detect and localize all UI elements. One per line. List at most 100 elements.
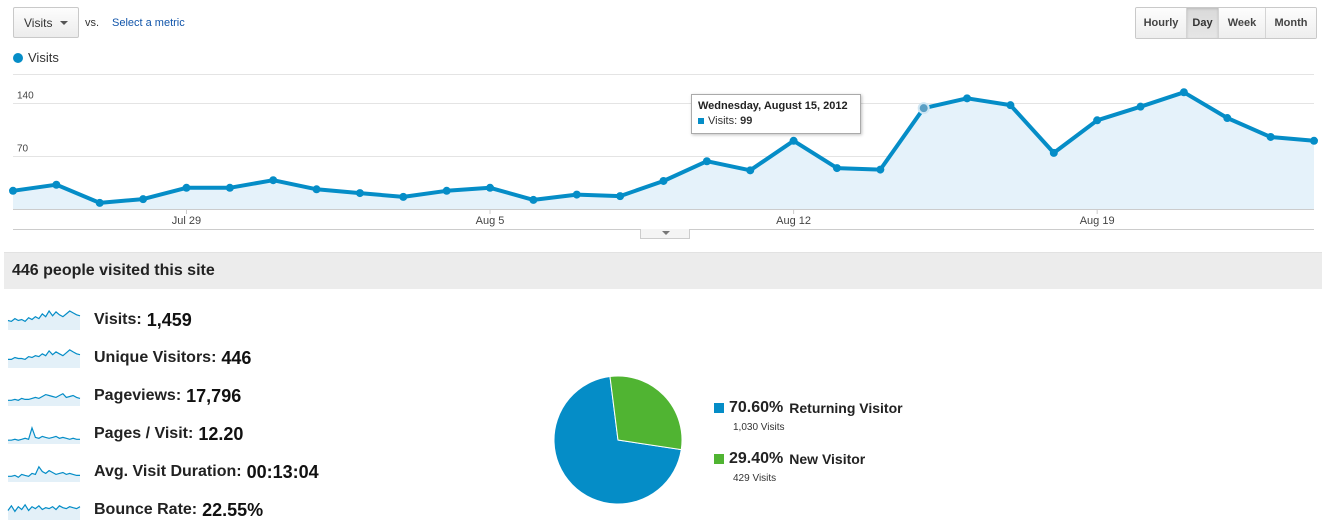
sparkline [7,309,81,323]
chart-data-point[interactable] [616,192,625,201]
sparkline-fill [8,393,80,406]
x-tick-label: Aug 12 [776,215,811,227]
unique-visitors-sparkline-icon[interactable] [7,347,81,369]
chart-data-point[interactable] [486,183,495,192]
chart-data-point[interactable] [1266,132,1275,141]
tooltip-series-label: Visits: [708,115,738,127]
visits-line-chart: 140 70 Jul 29 Aug 5 Aug 12 Aug 19 [9,74,1318,230]
metric-label: Visits: [94,311,142,328]
metric-dropdown[interactable]: Visits [13,7,79,38]
chart-data-point[interactable] [269,176,278,185]
pages-per-visit-sparkline-icon[interactable] [7,423,81,445]
metric-row-visits: Visits: 1,459 [7,306,192,334]
sparkline [8,425,80,441]
metric-row-bounce-rate: Bounce Rate: 22.55% [7,496,263,520]
granularity-toggle: Hourly Day Week Month [1135,7,1317,39]
pie-legend-new: 29.40% New Visitor 429 Visits [714,450,865,484]
chart-data-point[interactable] [659,176,668,185]
metric-label: Pageviews: [94,387,182,404]
bounce-rate-sparkline-icon[interactable] [7,499,81,520]
week-button[interactable]: Week [1219,8,1266,38]
metric-value: 22.55% [202,499,264,520]
metric-row-pageviews: Pageviews: 17,796 [7,382,241,410]
metric-row-unique-visitors: Unique Visitors: 446 [7,344,251,372]
chart-data-point[interactable] [963,94,972,103]
select-metric-link[interactable]: Select a metric [112,17,185,29]
metric-dropdown-label: Visits [24,15,53,30]
chart-data-point[interactable] [572,190,581,199]
legend-label: Visits [28,50,59,65]
sparkline-fill [8,466,80,482]
chart-data-point[interactable] [442,186,451,195]
metric-value: 00:13:04 [246,461,319,482]
metric-label: Pages / Visit: [94,425,194,442]
x-tick-label: Aug 5 [476,215,505,227]
sparkline [8,465,80,479]
chevron-down-icon [60,21,68,25]
metric-label: Avg. Visit Duration: [94,463,242,480]
chart-data-point[interactable] [876,165,885,174]
chart-data-point[interactable] [9,186,17,195]
sparkline-fill [8,504,80,520]
summary-bar: 446 people visited this site [4,252,1322,289]
chart-data-point[interactable] [312,185,321,194]
month-button[interactable]: Month [1266,8,1316,38]
visits-sparkline-icon[interactable] [7,309,81,331]
chart-data-point[interactable] [139,195,148,204]
chart-data-point[interactable] [1179,88,1188,97]
chart-data-point[interactable] [832,164,841,173]
chart-data-point[interactable] [1049,148,1058,157]
day-button[interactable]: Day [1187,8,1219,38]
chart-data-point[interactable] [1310,136,1318,145]
returning-swatch [714,403,724,413]
sparkline-fill [8,349,80,368]
chart-data-point[interactable] [399,192,408,201]
sparkline-fill [8,311,80,330]
pie-visits: 429 Visits [733,473,777,484]
pie-pct: 70.60% [729,399,784,416]
metric-label: Unique Visitors: [94,349,217,366]
pie-pct: 29.40% [729,450,784,467]
chart-data-point[interactable] [746,166,755,175]
metric-row-pages-per-visit: Pages / Visit: 12.20 [7,420,243,448]
metric-value: 1,459 [146,309,192,330]
chart-data-point[interactable] [182,183,191,192]
chart-tooltip: Wednesday, August 15, 2012 Visits: 99 [691,94,861,134]
chart-legend: Visits [13,50,59,65]
metric-label: Bounce Rate: [94,501,198,518]
collapse-chart-tab[interactable] [640,229,690,239]
x-tick-label: Aug 19 [1080,215,1115,227]
tooltip-swatch [698,118,704,124]
tooltip-value: 99 [740,115,753,127]
chart-data-point[interactable] [917,102,930,115]
tooltip-title: Wednesday, August 15, 2012 [698,100,848,112]
chart-data-point[interactable] [52,180,61,189]
chart-data-point[interactable] [355,189,364,198]
chart-data-point[interactable] [1223,114,1232,123]
sparkline [8,349,81,361]
chart-data-point[interactable] [702,157,711,166]
chart-data-point[interactable] [95,198,104,207]
metric-row-avg-visit-duration: Avg. Visit Duration: 00:13:04 [7,458,319,486]
pageviews-sparkline-icon[interactable] [7,385,81,407]
chart-data-point[interactable] [1136,102,1145,111]
pie-slice-new[interactable] [609,375,683,451]
sparkline [8,392,81,401]
y-tick-label: 70 [17,144,29,155]
metric-value: 17,796 [186,385,242,406]
avg-visit-duration-sparkline-icon[interactable] [7,461,81,483]
chart-data-point[interactable] [1093,116,1102,125]
sparkline-fill [8,427,80,444]
visits-legend-dot [13,52,23,63]
visits-area-fill [13,92,1314,209]
chart-data-point[interactable] [529,195,538,204]
hourly-button[interactable]: Hourly [1136,8,1187,38]
pie-legend-returning: 70.60% Returning Visitor 1,030 Visits [714,399,903,433]
chart-data-point[interactable] [789,136,798,145]
new-swatch [714,454,724,464]
summary-title: 446 people visited this site [12,262,215,279]
pie-name: Returning Visitor [789,400,903,416]
chart-data-point[interactable] [225,183,234,192]
pie-visits: 1,030 Visits [733,422,785,433]
chart-data-point[interactable] [1006,101,1015,110]
